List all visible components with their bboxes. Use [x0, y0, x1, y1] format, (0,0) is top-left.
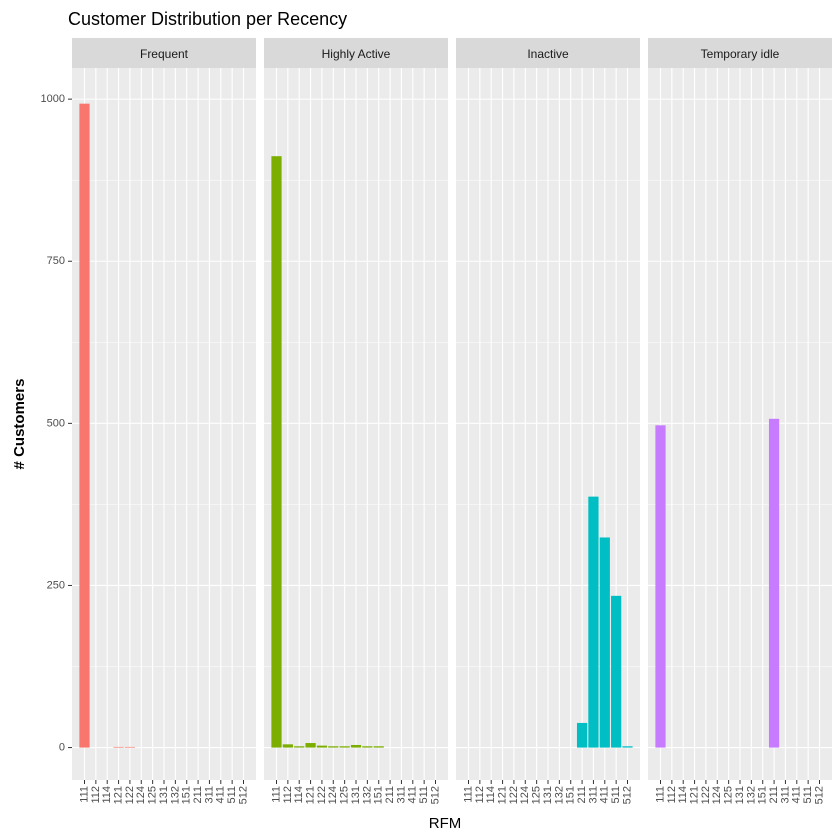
x-tick-label: 132	[553, 786, 565, 804]
strip-label: Highly Active	[322, 47, 391, 61]
bar	[599, 537, 610, 748]
x-tick-label: 411	[599, 786, 611, 804]
x-tick-label: 124	[327, 786, 339, 804]
bar	[576, 722, 588, 748]
x-tick-label: 512	[621, 786, 633, 804]
strip	[456, 38, 640, 68]
x-tick-label: 211	[384, 786, 396, 804]
x-tick-label: 132	[745, 786, 757, 804]
x-tick-label: 125	[339, 786, 351, 804]
bar	[362, 746, 373, 748]
x-tick-label: 131	[542, 786, 554, 804]
bar	[611, 595, 622, 748]
bar	[588, 496, 599, 748]
x-tick-label: 124	[135, 786, 147, 804]
strip	[264, 38, 448, 68]
bar	[350, 744, 362, 748]
x-tick-label: 211	[576, 786, 588, 804]
x-tick-label: 122	[124, 786, 136, 804]
bar	[79, 103, 90, 748]
strip	[648, 38, 832, 68]
x-tick-label: 121	[688, 786, 700, 804]
x-tick-label: 411	[791, 786, 803, 804]
x-tick-label: 132	[169, 786, 181, 804]
x-tick-label: 112	[474, 786, 486, 804]
strip-label: Temporary idle	[701, 47, 780, 61]
x-tick-label: 131	[158, 786, 170, 804]
x-tick-label: 111	[654, 786, 666, 803]
x-tick-label: 131	[734, 786, 746, 804]
bar	[328, 746, 339, 748]
x-tick-label: 124	[519, 786, 531, 804]
x-tick-label: 311	[203, 786, 215, 804]
x-tick-label: 111	[462, 786, 474, 803]
bar	[282, 744, 293, 748]
chart-title: Customer Distribution per Recency	[68, 9, 347, 29]
x-tick-label: 121	[496, 786, 508, 804]
x-tick-label: 114	[101, 786, 113, 804]
x-tick-label: 151	[757, 786, 769, 804]
bar	[339, 746, 350, 748]
x-tick-label: 151	[181, 786, 193, 804]
x-tick-label: 151	[373, 786, 385, 804]
x-tick-label: 511	[610, 786, 622, 804]
x-tick-label: 122	[508, 786, 520, 804]
strip-label: Frequent	[140, 47, 189, 61]
x-tick-label: 125	[147, 786, 159, 804]
x-tick-label: 512	[237, 786, 249, 804]
bar	[271, 156, 282, 748]
x-tick-label: 132	[361, 786, 373, 804]
x-tick-label: 311	[395, 786, 407, 804]
x-tick-label: 311	[587, 786, 599, 804]
y-tick-label: 1000	[41, 93, 65, 105]
x-tick-label: 125	[531, 786, 543, 804]
strip	[72, 38, 256, 68]
bar	[768, 418, 780, 748]
x-tick-label: 121	[304, 786, 316, 804]
x-tick-label: 151	[565, 786, 577, 804]
bar	[305, 743, 316, 748]
y-tick-label: 750	[47, 255, 65, 267]
x-tick-label: 211	[768, 786, 780, 804]
x-tick-label: 121	[112, 786, 124, 804]
x-tick-label: 112	[90, 786, 102, 804]
x-tick-label: 111	[78, 786, 90, 803]
x-tick-label: 131	[350, 786, 362, 804]
bar	[373, 746, 384, 748]
x-tick-label: 122	[316, 786, 328, 804]
strip-label: Inactive	[527, 47, 569, 61]
y-tick-label: 0	[59, 741, 65, 753]
x-tick-label: 122	[700, 786, 712, 804]
x-tick-label: 114	[485, 786, 497, 804]
bar	[124, 746, 136, 748]
y-axis-label: # Customers	[11, 379, 28, 470]
x-tick-label: 411	[407, 786, 419, 804]
y-tick-label: 250	[47, 579, 65, 591]
x-tick-label: 512	[813, 786, 825, 804]
x-tick-label: 511	[418, 786, 430, 804]
x-tick-label: 114	[293, 786, 305, 804]
x-tick-label: 511	[226, 786, 238, 804]
x-tick-label: 112	[282, 786, 294, 804]
y-tick-label: 500	[47, 417, 65, 429]
x-tick-label: 112	[666, 786, 678, 804]
bar	[294, 746, 305, 748]
x-tick-label: 511	[802, 786, 814, 804]
bar	[316, 745, 328, 748]
x-tick-label: 211	[192, 786, 204, 804]
x-tick-label: 311	[779, 786, 791, 804]
x-axis-label: RFM	[429, 815, 462, 832]
bar	[655, 425, 666, 748]
x-tick-label: 111	[270, 786, 282, 803]
bar	[622, 746, 633, 748]
bar	[113, 746, 124, 748]
x-tick-label: 512	[429, 786, 441, 804]
x-tick-label: 114	[677, 786, 689, 804]
x-tick-label: 124	[711, 786, 723, 804]
x-tick-label: 125	[723, 786, 735, 804]
x-tick-label: 411	[215, 786, 227, 804]
